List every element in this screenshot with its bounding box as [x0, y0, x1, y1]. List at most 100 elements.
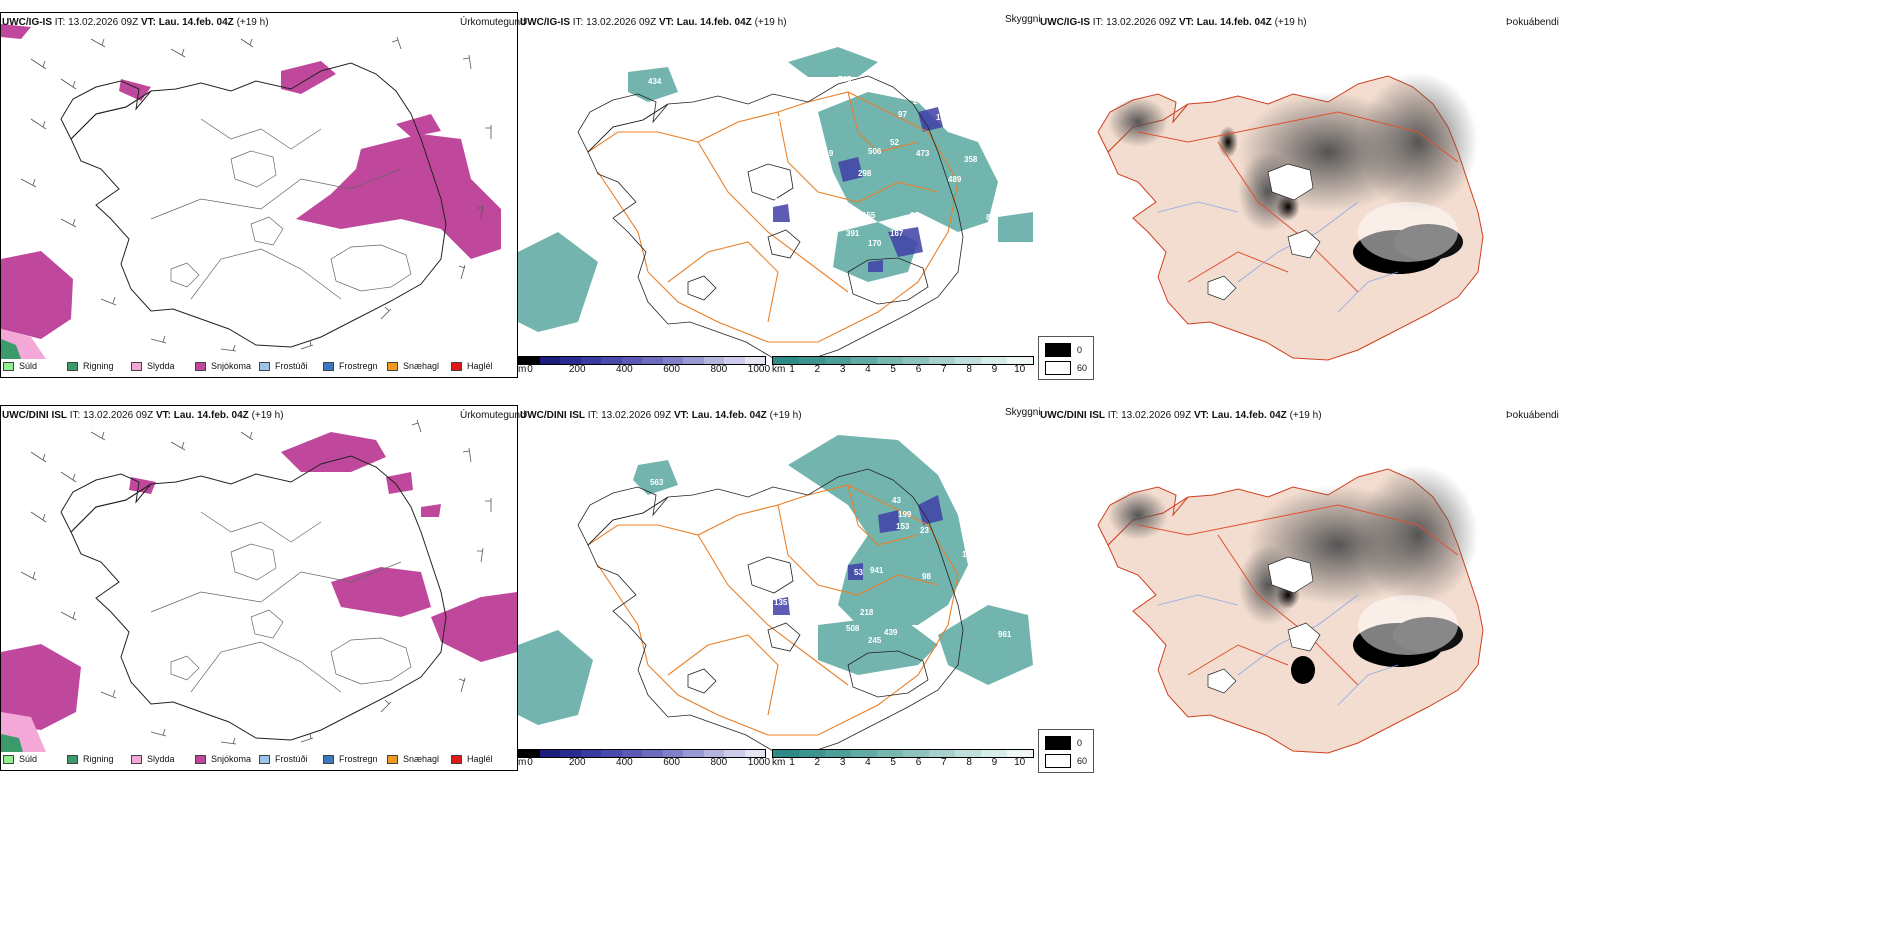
wind-barb-icon	[60, 471, 77, 483]
legend-swatch	[3, 754, 14, 764]
wind-barb-icon	[458, 677, 466, 693]
ceiling-labels: 563 43 199 153 23 1 941 53 135 368 218 5…	[650, 478, 1012, 645]
ceiling-label: 135	[774, 598, 788, 607]
ceiling-tick: 1000	[747, 757, 771, 768]
ceiling-label: 199	[898, 510, 912, 519]
legend-item: Súld	[3, 361, 67, 371]
ceiling-label: 196	[774, 197, 788, 206]
wind-barb-icon	[90, 431, 106, 441]
visibility-colorbar	[772, 749, 1034, 758]
ceiling-colorbar-step	[580, 357, 601, 364]
visibility-colorbar-step	[981, 750, 1007, 757]
legend-swatch	[387, 361, 398, 371]
visibility-colorbar-step	[955, 750, 981, 757]
wind-barb-icon	[458, 264, 466, 280]
legend-item: Frostregn	[323, 361, 387, 371]
visibility-colorbar-step	[773, 357, 799, 364]
ceiling-label: 1	[962, 550, 967, 559]
ceiling-colorbar-step	[662, 750, 683, 757]
ceiling-label: 563	[650, 478, 664, 487]
panel-title: Skyggni	[1005, 14, 1041, 25]
wind-barb-icon	[30, 511, 47, 523]
panel-title: Úrkomutegund	[460, 17, 526, 28]
visibility-tick: 6	[915, 364, 922, 375]
ceiling-label: 20	[776, 115, 785, 124]
ceiling-label: 244	[834, 215, 848, 224]
ceiling-colorbar-step	[519, 750, 540, 757]
ceiling-label: 473	[916, 149, 930, 158]
legend-item: Rigning	[67, 754, 131, 764]
ceiling-label: 506	[868, 147, 882, 156]
ceiling-colorbar-step	[703, 750, 724, 757]
ceiling-tick: 0	[527, 364, 533, 375]
ceiling-colorbar-step	[560, 750, 581, 757]
ceiling-ticks: 0 200 400 600 800 1000	[527, 757, 770, 769]
wind-barb-icon	[60, 611, 77, 621]
visibility-ticks: 1 2 3 4 5 6 7 8 9 10	[789, 757, 1025, 769]
visibility-tick: 2	[814, 364, 821, 375]
panel-header: UWC/DINI ISL IT: 13.02.2026 09Z VT: Lau.…	[2, 410, 284, 421]
legend-swatch	[195, 754, 206, 764]
ceiling-label: 153	[896, 522, 910, 531]
wind-barb-icon	[411, 419, 422, 433]
legend-item: Snæhagl	[387, 754, 451, 764]
wind-barb-icon	[100, 689, 117, 699]
ceiling-label: 20	[910, 211, 919, 220]
ceiling-tick: 600	[663, 757, 680, 768]
visibility-colorbar-step	[799, 357, 825, 364]
ceiling-tick: 0	[527, 757, 533, 768]
panel-title: Skyggni	[1005, 407, 1041, 418]
ceiling-label: 368	[824, 610, 838, 619]
visibility-tick: 8	[966, 364, 972, 375]
ceiling-labels: 434 765 20 97 24 186 219 506 52 473 327 …	[648, 75, 1000, 248]
ceiling-colorbar-step	[601, 750, 622, 757]
legend-item: Haglél	[451, 361, 515, 371]
ceiling-label: 298	[858, 169, 872, 178]
panel-header: UWC/DINI ISL IT: 13.02.2026 09Z VT: Lau.…	[1040, 410, 1322, 421]
wind-barb-icon	[380, 306, 392, 320]
wind-barb-icon	[300, 732, 314, 743]
ceiling-label: 24	[913, 97, 922, 106]
precip-legend: Súld Rigning Slydda Snjókoma Frostúði Fr…	[3, 754, 515, 764]
legend-item: Frostúði	[259, 754, 323, 764]
visibility-colorbar-step	[877, 750, 903, 757]
wind-barb-icon	[170, 441, 186, 451]
wind-barb-icon	[477, 204, 484, 220]
legend-swatch	[131, 754, 142, 764]
ceiling-colorbar	[518, 749, 766, 758]
ceiling-colorbar-step	[724, 750, 745, 757]
ceiling-colorbar-step	[662, 357, 683, 364]
legend-swatch	[323, 754, 334, 764]
wind-barb-icon	[90, 38, 106, 48]
ceiling-colorbar-step	[519, 357, 540, 364]
ceiling-label: 756	[820, 169, 834, 178]
wind-barb-icon	[60, 78, 77, 90]
legend-item: Súld	[3, 754, 67, 764]
ceiling-label: 97	[898, 110, 907, 119]
fog-indicator-map	[1097, 465, 1484, 754]
fog-legend-label: 0	[1077, 738, 1083, 748]
ceiling-label: 11	[788, 191, 797, 200]
panel-title: Þokuábendi	[1506, 17, 1559, 28]
ceiling-ticks: 0 200 400 600 800 1000	[527, 364, 770, 376]
visibility-colorbar-step	[877, 357, 903, 364]
fog-legend-swatch	[1045, 343, 1071, 357]
ceiling-label: 52	[890, 138, 899, 147]
visibility-tick: 7	[941, 364, 947, 375]
ceiling-label: 43	[892, 496, 901, 505]
legend-item: Snjókoma	[195, 361, 259, 371]
ceiling-colorbar-step	[724, 357, 745, 364]
legend-swatch	[451, 754, 462, 764]
legend-swatch	[259, 754, 270, 764]
ceiling-tick: 800	[710, 364, 728, 375]
fog-legend: 0 60	[1038, 336, 1094, 380]
wind-barb-icon	[100, 296, 117, 306]
ceiling-label: 434	[648, 77, 662, 86]
wind-barb-icon	[300, 339, 314, 350]
visibility-colorbar-step	[955, 357, 981, 364]
ceiling-label: 170	[868, 239, 882, 248]
fog-indicator-panel-igis: 0 60	[1038, 12, 1558, 382]
panel-header: UWC/DINI ISL IT: 13.02.2026 09Z VT: Lau.…	[520, 410, 802, 421]
visibility-colorbar-step	[903, 750, 929, 757]
visibility-tick: 4	[865, 364, 871, 375]
